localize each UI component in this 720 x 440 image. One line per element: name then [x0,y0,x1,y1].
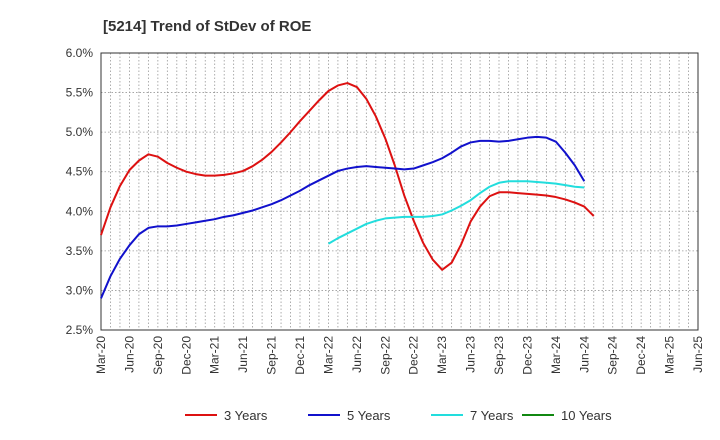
x-tick-label: Sep-22 [378,336,392,375]
chart-title: [5214] Trend of StDev of ROE [103,18,311,35]
y-tick-labels: 2.5% 3.0% 3.5% 4.0% 4.5% 5.0% 5.5% 6.0% [66,46,94,337]
axes [100,52,699,331]
x-tick-label: Sep-24 [606,336,620,375]
x-tick-label: Mar-22 [321,336,335,374]
x-tick-label: Dec-21 [293,336,307,375]
legend-label-5-years: 5 Years [347,408,391,423]
x-tick-label: Mar-21 [208,336,222,374]
x-tick-label: Dec-20 [179,336,193,375]
x-tick-label: Mar-24 [549,336,563,374]
series-line-5-years [100,135,586,299]
plot-frame [100,52,699,331]
legend-label-3-years: 3 Years [224,408,268,423]
y-tick-label: 5.0% [66,125,94,139]
x-tick-label: Jun-21 [236,336,250,373]
y-tick-label: 2.5% [66,323,94,337]
y-tick-label: 3.0% [66,283,94,297]
x-tick-label: Jun-20 [122,336,136,373]
y-tick-label: 5.5% [66,86,94,100]
x-tick-label: Dec-24 [634,336,648,375]
x-tick-label: Mar-20 [94,336,108,374]
x-tick-label: Jun-22 [350,336,364,373]
y-tick-label: 3.5% [66,244,94,258]
x-tick-label: Jun-25 [691,336,705,373]
y-tick-label: 4.5% [66,165,94,179]
x-tick-label: Jun-23 [464,336,478,373]
x-tick-label: Jun-24 [577,336,591,373]
x-tick-label: Dec-22 [407,336,421,375]
series-line-7-years [327,180,585,245]
x-tick-label: Sep-20 [151,336,165,375]
grid-lines [100,52,699,331]
legend-label-7-years: 7 Years [470,408,514,423]
x-tick-label: Sep-21 [265,336,279,375]
y-tick-label: 6.0% [66,46,94,60]
x-tick-labels: Mar-20 Jun-20 Sep-20 Dec-20 Mar-21 Jun-21 Sep-… [94,336,705,375]
x-tick-label: Mar-25 [663,336,677,374]
x-tick-label: Mar-23 [435,336,449,374]
legend: 3 Years 5 Years 7 Years 10 Years [185,408,612,423]
series-line-3-years [100,82,595,271]
y-tick-label: 4.0% [66,204,94,218]
legend-label-10-years: 10 Years [561,408,612,423]
x-tick-label: Sep-23 [492,336,506,375]
x-tick-label: Dec-23 [520,336,534,375]
data-series [100,82,595,299]
